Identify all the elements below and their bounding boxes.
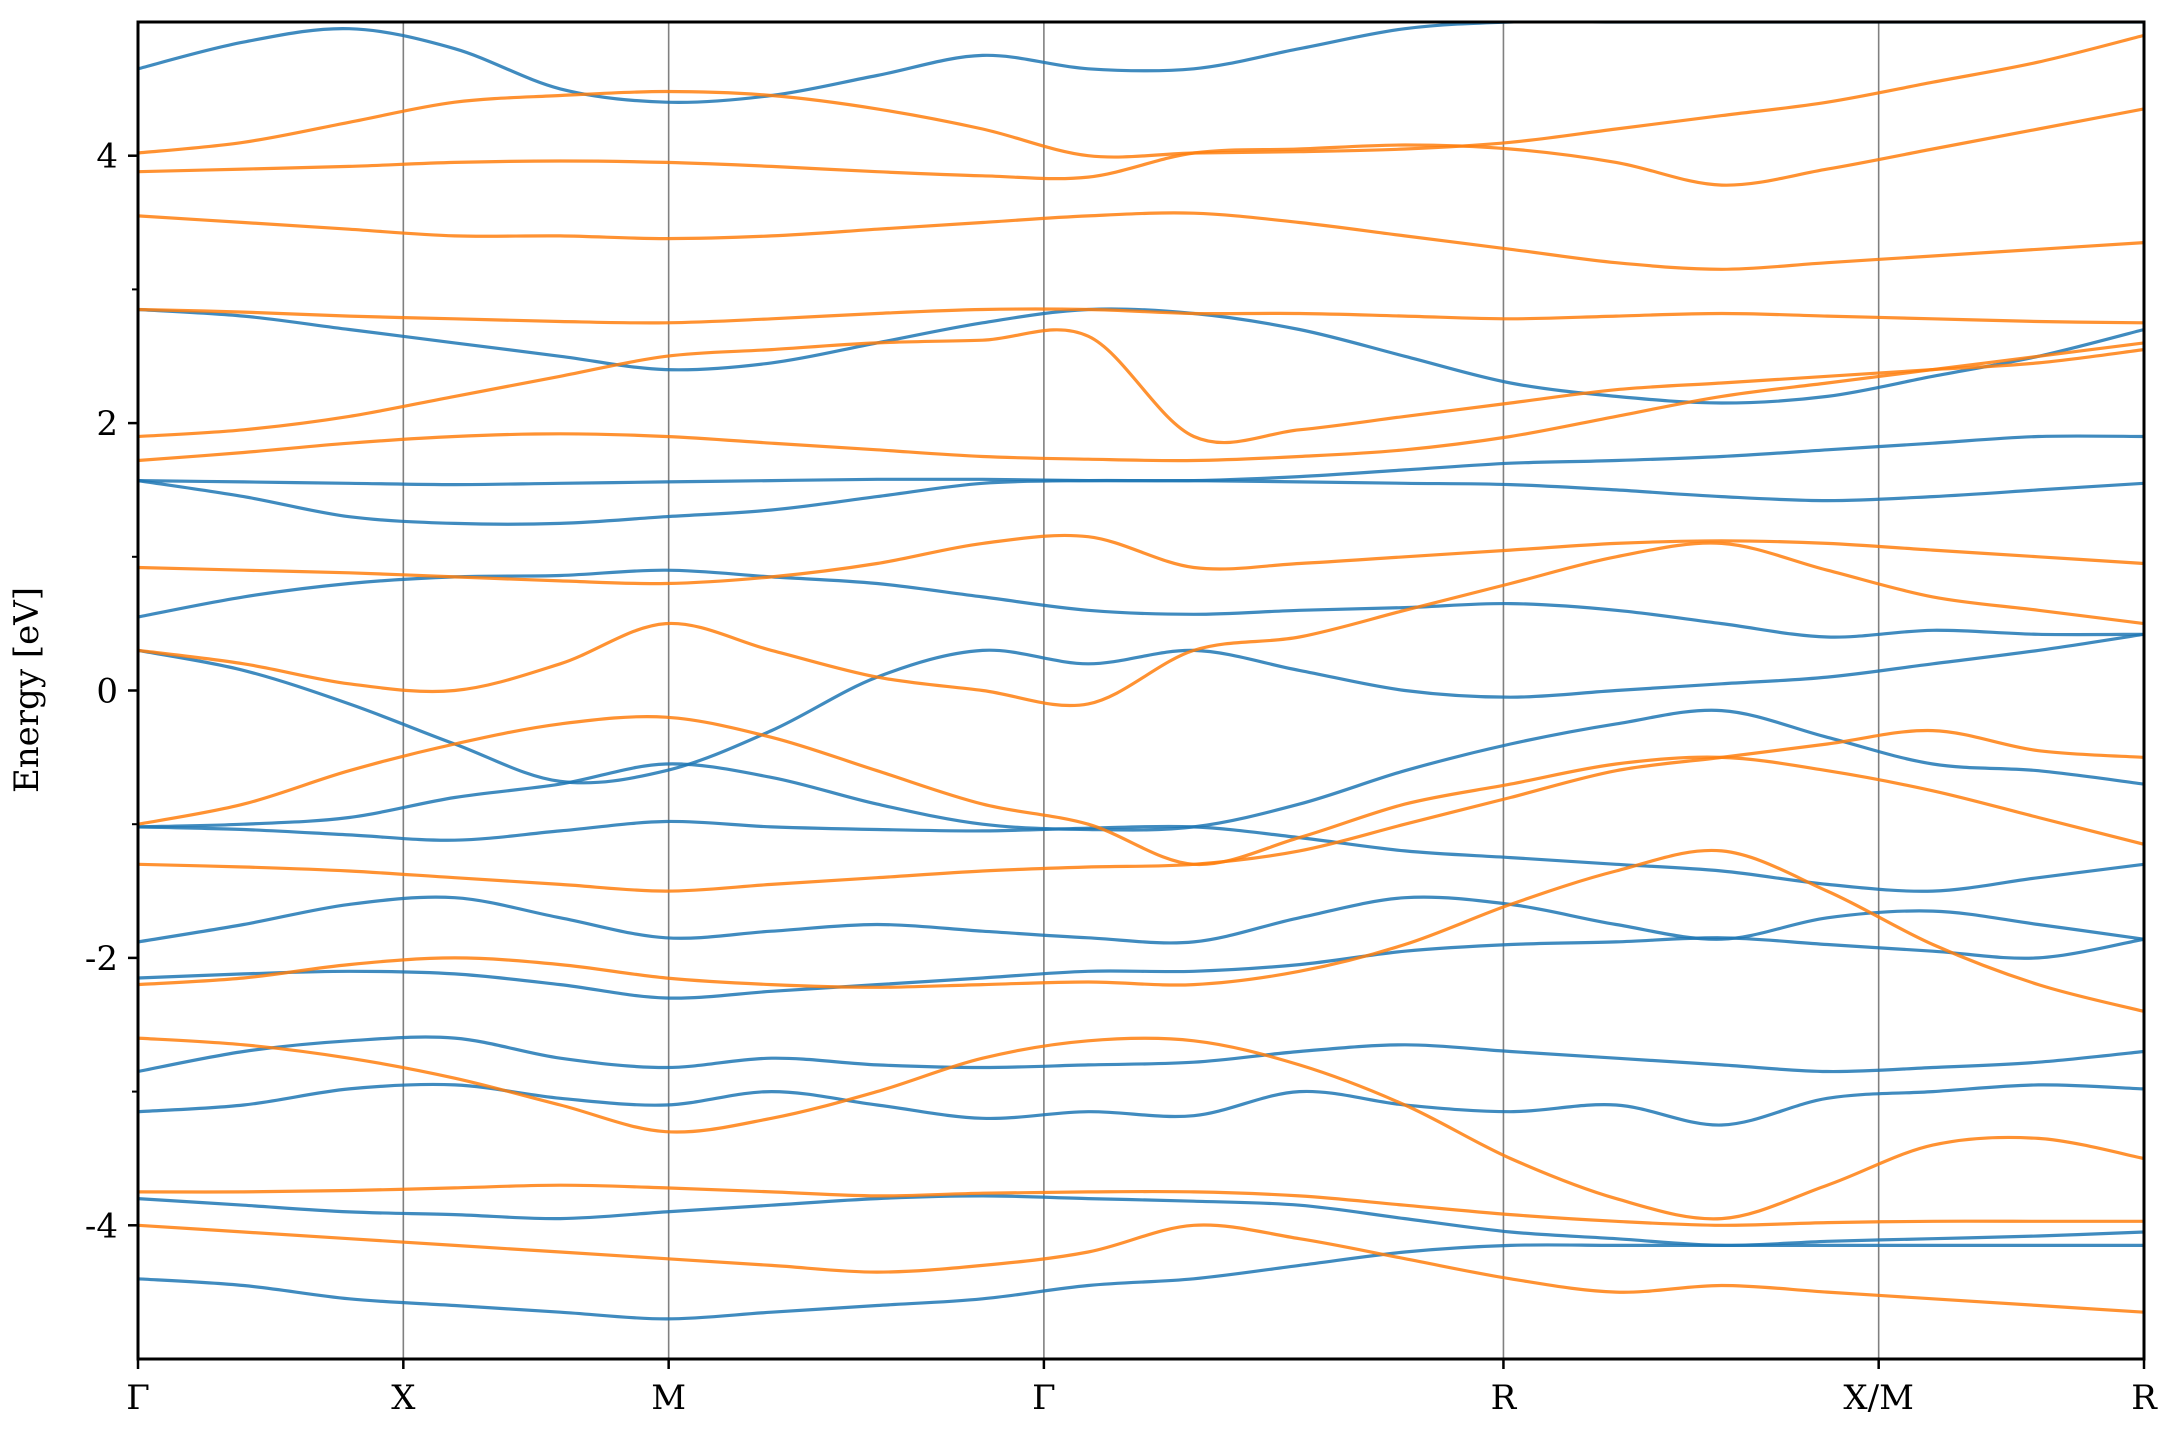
band-1-11 [138, 107, 2144, 187]
y-tick-label: 2 [96, 404, 118, 444]
band-1-8 [138, 328, 2144, 445]
band-0-1 [138, 1035, 2144, 1074]
x-tick-label: Γ [1032, 1378, 1056, 1418]
band-0-12 [138, 1243, 2144, 1321]
band-lines [138, 22, 2144, 1321]
x-tick-label: Γ [126, 1378, 150, 1418]
band-0-11 [138, 22, 2144, 104]
band-0-6 [138, 632, 2144, 785]
x-tick-label: R [1491, 1378, 1518, 1418]
band-0-3 [138, 895, 2144, 945]
band-1-7 [138, 341, 2144, 463]
band-0-0 [138, 1082, 2144, 1127]
kpoint-separator-lines [402, 22, 1880, 1359]
y-axis-ticks: 4 2 0 -2 -4 [85, 137, 138, 1246]
x-tick-label: X [391, 1378, 416, 1418]
band-1-2 [138, 848, 2144, 1013]
band-1-9 [138, 307, 2144, 325]
y-tick-label: 4 [96, 137, 118, 177]
band-1-13 [138, 1223, 2144, 1314]
band-1-12 [138, 33, 2144, 159]
y-axis-label: Energy [eV] [7, 587, 47, 793]
band-1-5 [138, 541, 2144, 708]
y-tick-label: -4 [85, 1206, 118, 1246]
band-0-5 [138, 708, 2144, 832]
y-tick-label: -2 [85, 939, 118, 979]
band-0-9 [138, 434, 2144, 526]
band-0-2 [138, 936, 2144, 1000]
band-1-3 [138, 728, 2144, 893]
band-0-10 [138, 307, 2144, 405]
x-tick-label: R [2131, 1378, 2158, 1418]
band-1-1 [138, 1036, 2144, 1221]
band-0-13 [138, 1194, 2144, 1248]
y-tick-label: 0 [96, 672, 118, 712]
band-0-7 [138, 568, 2144, 639]
band-1-10 [138, 211, 2144, 271]
band-1-6 [138, 533, 2144, 586]
x-tick-label: X/M [1843, 1378, 1913, 1418]
x-tick-label: M [651, 1378, 686, 1418]
band-1-0 [138, 1183, 2144, 1227]
band-0-8 [138, 477, 2144, 503]
band-1-4 [138, 715, 2144, 866]
x-axis-ticks: Γ X M Γ R X/M R [126, 1359, 2158, 1418]
band-0-4 [138, 819, 2144, 893]
